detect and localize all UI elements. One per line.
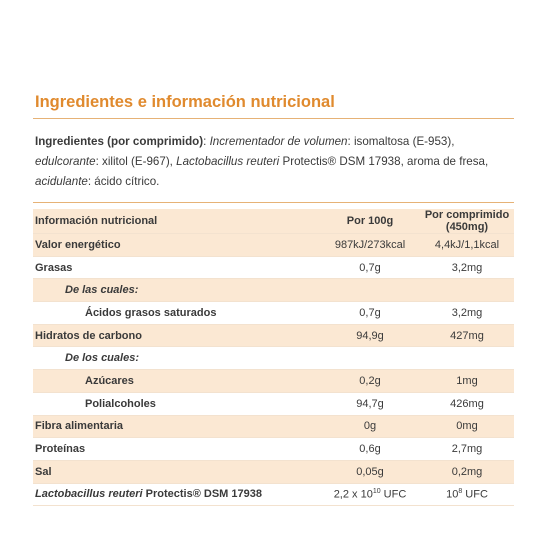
table-row: Sal 0,05g 0,2mg — [33, 460, 514, 484]
row-label: Ácidos grasos saturados — [33, 301, 320, 325]
row-label: Sal — [33, 460, 320, 484]
row-per-tablet: 0mg — [420, 415, 514, 439]
ingredients-text: : xilitol (E-967), — [95, 155, 177, 168]
probiotic-name: Lactobacillus reuteri — [35, 488, 143, 501]
table-row: Valor energético 987kJ/273kcal 4,4kJ/1,1… — [33, 233, 514, 257]
row-per-tablet: 2,7mg — [420, 437, 514, 461]
table-divider — [33, 202, 514, 203]
row-per-100g: 0,7g — [320, 301, 420, 325]
cfu-unit: UFC — [380, 488, 407, 501]
row-per-100g: 2,2 x 1010 UFC — [320, 483, 420, 507]
row-per-100g: 0,6g — [320, 437, 420, 461]
row-per-tablet: 427mg — [420, 324, 514, 348]
row-per-tablet: 1mg — [420, 369, 514, 393]
ingredients-term: Incrementador de volumen — [209, 135, 348, 148]
row-label: Azúcares — [33, 369, 320, 393]
ingredients-text: : ácido cítrico. — [87, 175, 160, 188]
ingredients-label: Ingredientes (por comprimido) — [35, 135, 204, 148]
row-per-tablet: 3,2mg — [420, 301, 514, 325]
row-label: De los cuales: — [33, 346, 320, 371]
table-header-row: Información nutricional Por 100g Por com… — [33, 209, 514, 234]
row-label: Lactobacillus reuteri Protectis® DSM 179… — [33, 483, 320, 507]
row-per-tablet: 426mg — [420, 392, 514, 416]
row-per-100g: 0,7g — [320, 256, 420, 280]
table-row: Lactobacillus reuteri Protectis® DSM 179… — [33, 483, 514, 507]
table-row: Ácidos grasos saturados 0,7g 3,2mg — [33, 301, 514, 325]
ingredients-text: : — [203, 135, 210, 148]
header-nutrition: Información nutricional — [33, 209, 320, 234]
row-label: Fibra alimentaria — [33, 415, 320, 439]
row-label: De las cuales: — [33, 278, 320, 303]
cfu-unit: UFC — [462, 488, 488, 501]
ingredients-text: : isomaltosa (E-953), — [347, 135, 455, 148]
cfu-exponent: 10 — [372, 488, 381, 496]
title-divider — [33, 118, 514, 119]
row-per-tablet: 108 UFC — [420, 483, 514, 507]
row-per-100g: 94,9g — [320, 324, 420, 348]
row-per-100g: 94,7g — [320, 392, 420, 416]
row-per-tablet: 0,2mg — [420, 460, 514, 484]
row-per-100g: 0,05g — [320, 460, 420, 484]
table-row: De los cuales: — [33, 346, 514, 371]
row-label: Valor energético — [33, 233, 320, 257]
row-label: Grasas — [33, 256, 320, 280]
ingredients-term: edulcorante — [35, 155, 96, 168]
table-row: De las cuales: — [33, 278, 514, 303]
ingredients-text: Protectis® DSM 17938, aroma de fresa, — [279, 155, 489, 168]
table-row: Hidratos de carbono 94,9g 427mg — [33, 324, 514, 348]
row-label: Polialcoholes — [33, 392, 320, 416]
row-per-tablet — [420, 346, 514, 371]
row-per-tablet: 3,2mg — [420, 256, 514, 280]
row-per-100g — [320, 278, 420, 303]
cfu-exponent: 8 — [458, 488, 463, 496]
cfu-base: 2,2 x 10 — [333, 488, 373, 501]
ingredients-term: Lactobacillus reuteri — [176, 155, 280, 168]
cfu-base: 10 — [446, 488, 459, 501]
ingredients-term: acidulante — [35, 175, 88, 188]
row-per-tablet: 4,4kJ/1,1kcal — [420, 233, 514, 257]
row-per-100g: 987kJ/273kcal — [320, 233, 420, 257]
table-row: Grasas 0,7g 3,2mg — [33, 256, 514, 280]
row-per-100g: 0,2g — [320, 369, 420, 393]
table-row: Polialcoholes 94,7g 426mg — [33, 392, 514, 416]
ingredients-paragraph: Ingredientes (por comprimido): Increment… — [35, 132, 515, 192]
header-per-100g: Por 100g — [320, 209, 420, 234]
table-row: Azúcares 0,2g 1mg — [33, 369, 514, 393]
nutrition-table: Información nutricional Por 100g Por com… — [33, 209, 514, 507]
probiotic-strain: Protectis® DSM 17938 — [142, 488, 262, 501]
section-title: Ingredientes e información nutricional — [35, 93, 335, 111]
row-per-100g: 0g — [320, 415, 420, 439]
table-row: Proteínas 0,6g 2,7mg — [33, 437, 514, 461]
row-label: Proteínas — [33, 437, 320, 461]
row-per-tablet — [420, 278, 514, 303]
row-label: Hidratos de carbono — [33, 324, 320, 348]
header-per-tablet: Por comprimido (450mg) — [420, 209, 514, 234]
row-per-100g — [320, 346, 420, 371]
table-row: Fibra alimentaria 0g 0mg — [33, 415, 514, 439]
